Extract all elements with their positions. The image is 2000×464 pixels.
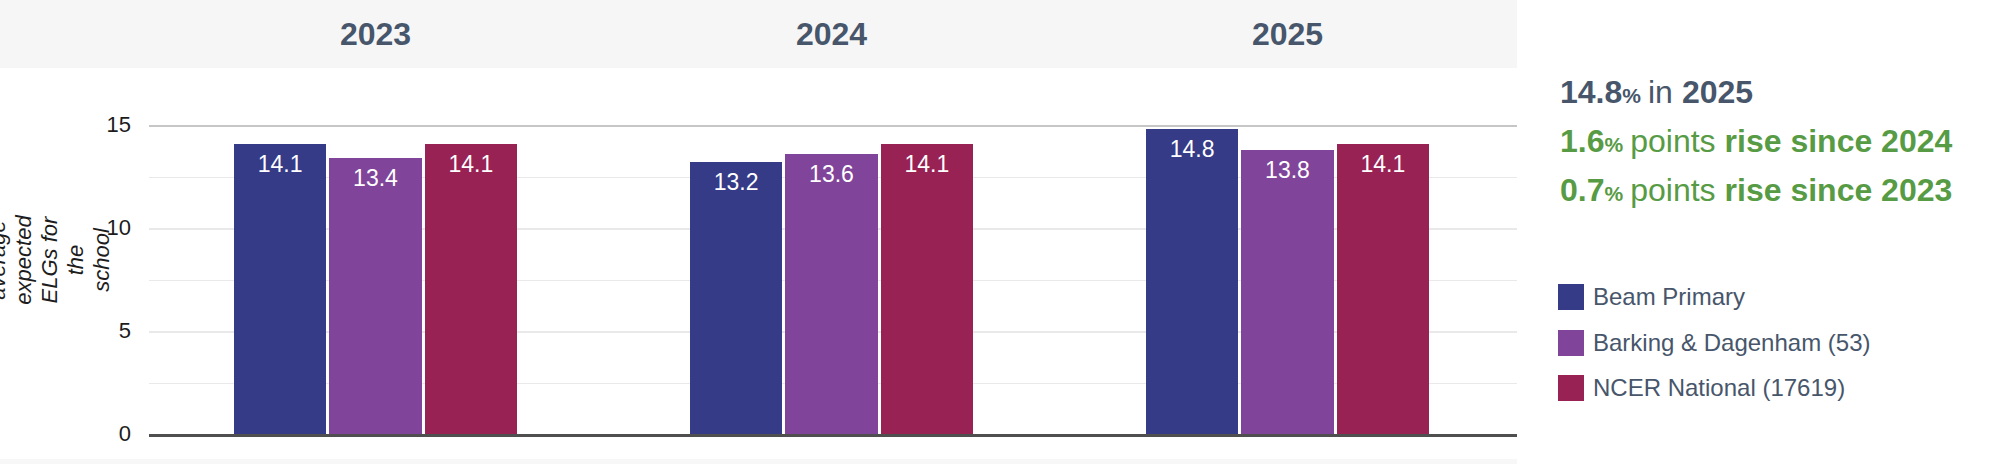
bar-beam-primary-2023[interactable]: 14.1 xyxy=(234,144,326,434)
summary-unit: % xyxy=(1622,84,1641,107)
bar-group-2023: 14.113.414.1 xyxy=(234,124,517,434)
bar-ncer-national-17619-2025[interactable]: 14.1 xyxy=(1337,144,1429,434)
elg-bar-chart-widget: The average expected ELGs for the school… xyxy=(0,0,2000,464)
y-tick-label: 5 xyxy=(55,317,131,345)
bar-beam-primary-2025[interactable]: 14.8 xyxy=(1146,129,1238,434)
summary-value: 1.6 xyxy=(1560,123,1604,159)
legend-swatch xyxy=(1558,375,1584,401)
year-title-2025: 2025 xyxy=(1060,12,1516,56)
legend-item-ncer-national-17619[interactable]: NCER National (17619) xyxy=(1558,373,1845,403)
bar-value-label: 14.1 xyxy=(234,144,326,178)
y-tick-label: 10 xyxy=(55,214,131,242)
legend-label: Beam Primary xyxy=(1593,282,1745,312)
bar-ncer-national-17619-2024[interactable]: 14.1 xyxy=(881,144,973,434)
summary-mid-text: points xyxy=(1630,123,1715,159)
summary-unit: % xyxy=(1604,182,1623,205)
chart-footer-band xyxy=(0,459,1517,464)
bar-value-label: 13.8 xyxy=(1241,150,1333,184)
year-title-2024: 2024 xyxy=(604,12,1060,56)
y-tick-label: 15 xyxy=(55,111,131,139)
bar-barking-dagenham-53-2023[interactable]: 13.4 xyxy=(329,158,421,434)
bar-barking-dagenham-53-2025[interactable]: 13.8 xyxy=(1241,150,1333,434)
summary-tail-text: rise since 2024 xyxy=(1725,123,1953,159)
summary-value: 14.8 xyxy=(1560,74,1622,110)
bar-group-2024: 13.213.614.1 xyxy=(690,124,973,434)
summary-line-1: 14.8% in2025 xyxy=(1560,72,1753,112)
legend-label: NCER National (17619) xyxy=(1593,373,1845,403)
summary-tail-text: 2025 xyxy=(1682,74,1753,110)
summary-line-3: 0.7% points rise since 2023 xyxy=(1560,170,1952,210)
summary-line-2: 1.6% points rise since 2024 xyxy=(1560,121,1952,161)
bar-value-label: 14.1 xyxy=(1337,144,1429,178)
legend-swatch xyxy=(1558,284,1584,310)
bar-ncer-national-17619-2023[interactable]: 14.1 xyxy=(425,144,517,434)
legend-swatch xyxy=(1558,330,1584,356)
bar-value-label: 14.1 xyxy=(881,144,973,178)
summary-mid-text: points xyxy=(1630,172,1715,208)
bar-value-label: 13.2 xyxy=(690,162,782,196)
year-title-2023: 2023 xyxy=(148,12,604,56)
x-axis-line xyxy=(149,434,1517,437)
summary-value: 0.7 xyxy=(1560,172,1604,208)
bar-barking-dagenham-53-2024[interactable]: 13.6 xyxy=(785,154,877,434)
bar-value-label: 13.6 xyxy=(785,154,877,188)
bar-value-label: 14.1 xyxy=(425,144,517,178)
summary-tail-text: rise since 2023 xyxy=(1725,172,1953,208)
legend-item-barking-dagenham-53[interactable]: Barking & Dagenham (53) xyxy=(1558,328,1870,358)
bar-group-2025: 14.813.814.1 xyxy=(1146,124,1429,434)
y-tick-label: 0 xyxy=(55,420,131,448)
legend-item-beam-primary[interactable]: Beam Primary xyxy=(1558,282,1745,312)
bar-value-label: 14.8 xyxy=(1146,129,1238,163)
summary-unit: % xyxy=(1604,133,1623,156)
bar-beam-primary-2024[interactable]: 13.2 xyxy=(690,162,782,434)
bar-value-label: 13.4 xyxy=(329,158,421,192)
legend-label: Barking & Dagenham (53) xyxy=(1593,328,1870,358)
summary-mid-text: in xyxy=(1648,74,1673,110)
